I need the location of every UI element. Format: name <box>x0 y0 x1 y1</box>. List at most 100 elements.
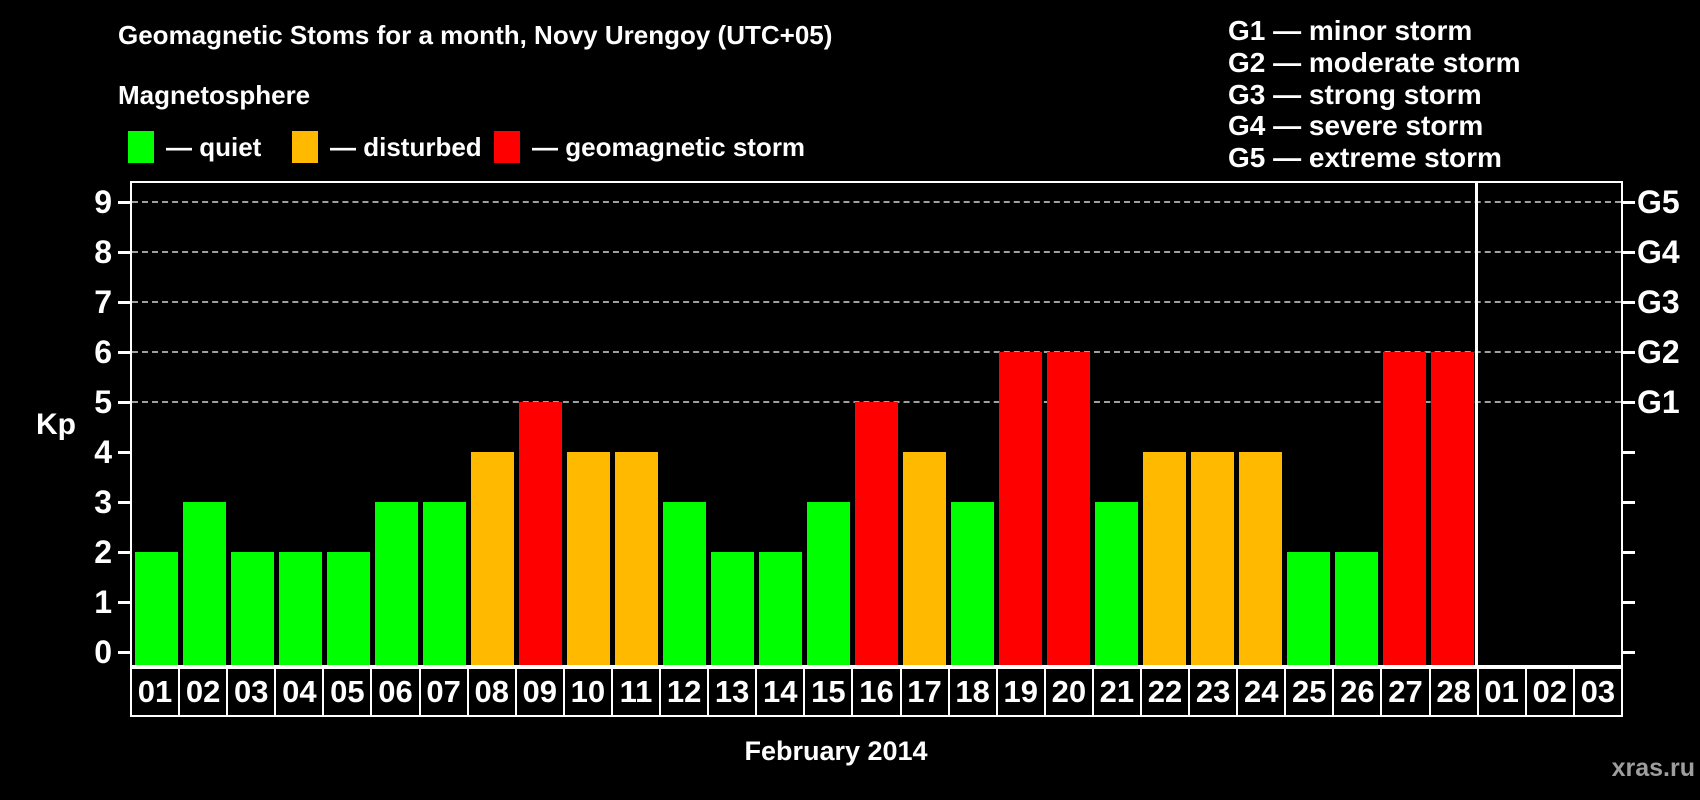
kp-bar-day-05 <box>326 552 370 665</box>
kp-bar-day-09 <box>518 402 562 665</box>
day-cell-feb-01: 01 <box>130 667 181 717</box>
day-cell-feb-17: 17 <box>899 667 950 717</box>
kp-bar-day-02 <box>182 502 226 665</box>
kp-bar-day-14 <box>758 552 802 665</box>
y-axis-tick-right <box>1623 200 1635 204</box>
y-axis-label-7: 7 <box>94 284 112 320</box>
day-cell-mar-02: 02 <box>1524 667 1575 717</box>
y-axis-label-4: 4 <box>94 434 112 470</box>
kp-bar-day-21 <box>1095 502 1139 665</box>
legend-label-disturbed: — disturbed <box>330 131 482 162</box>
y-axis-label-0: 0 <box>94 634 112 670</box>
y-axis-tick-right <box>1623 350 1635 354</box>
legend-heading: Magnetosphere <box>118 80 311 110</box>
day-cell-feb-25: 25 <box>1284 667 1335 717</box>
day-cell-feb-18: 18 <box>947 667 998 717</box>
day-cell-feb-24: 24 <box>1236 667 1287 717</box>
kp-bar-day-08 <box>470 452 514 665</box>
day-cell-feb-04: 04 <box>274 667 325 717</box>
y-axis-tick-left <box>118 350 130 354</box>
y-axis-tick-left <box>118 300 130 304</box>
storm-scale-legend: G1 — minor storm G2 — moderate storm G3 … <box>1228 15 1521 174</box>
quiet-color-swatch <box>128 131 154 163</box>
y-axis-label-9: 9 <box>94 184 112 220</box>
kp-bar-day-13 <box>710 552 754 665</box>
g5-legend-line: G5 — extreme storm <box>1228 142 1502 174</box>
g1-legend-line: G1 — minor storm <box>1228 15 1473 46</box>
kp-bar-day-01 <box>134 552 178 665</box>
day-cell-feb-21: 21 <box>1091 667 1142 717</box>
kp-bar-day-24 <box>1239 452 1283 665</box>
y-axis-tick-left <box>118 550 130 554</box>
day-cell-feb-14: 14 <box>755 667 806 717</box>
chart-title: Geomagnetic Stoms for a month, Novy Uren… <box>118 20 833 50</box>
y-axis-tick-right <box>1623 250 1635 254</box>
y-axis-tick-right <box>1623 450 1635 454</box>
kp-bar-day-11 <box>614 452 658 665</box>
day-cell-mar-03: 03 <box>1572 667 1623 717</box>
kp-bar-day-28 <box>1431 352 1475 665</box>
kp-bar-day-26 <box>1335 552 1379 665</box>
day-cell-feb-22: 22 <box>1139 667 1191 717</box>
g-level-label-G3: G3 <box>1637 284 1680 320</box>
kp-bar-day-22 <box>1143 452 1187 665</box>
day-cell-feb-06: 06 <box>370 667 421 717</box>
kp-bar-day-10 <box>566 452 610 665</box>
y-axis-tick-right <box>1623 550 1635 554</box>
g-level-label-G1: G1 <box>1637 384 1680 420</box>
g2-legend-line: G2 — moderate storm <box>1228 46 1521 78</box>
y-axis-label-5: 5 <box>94 384 112 420</box>
y-axis-tick-left <box>118 250 130 254</box>
y-axis-tick-left <box>118 600 130 604</box>
kp-bar-day-04 <box>278 552 322 665</box>
day-cell-feb-09: 09 <box>514 667 565 717</box>
y-axis-tick-left <box>118 650 130 654</box>
day-cell-feb-10: 10 <box>562 667 613 717</box>
month-separator-line <box>1475 183 1479 665</box>
g-level-label-G4: G4 <box>1637 234 1680 270</box>
kp-bar-day-15 <box>806 502 850 665</box>
legend-label-storm: — geomagnetic storm <box>532 131 806 162</box>
g-level-label-G2: G2 <box>1637 334 1680 370</box>
g3-legend-line: G3 — strong storm <box>1228 78 1482 110</box>
storm-color-swatch <box>494 131 520 163</box>
y-axis-tick-right <box>1623 400 1635 404</box>
kp-bar-day-25 <box>1287 552 1331 665</box>
day-cell-feb-02: 02 <box>178 667 229 717</box>
y-axis-tick-right <box>1623 650 1635 654</box>
legend-label-quiet: — quiet <box>166 131 262 162</box>
y-axis-tick-left <box>118 450 130 454</box>
day-cell-feb-27: 27 <box>1380 667 1431 717</box>
day-cell-feb-11: 11 <box>610 667 662 717</box>
y-axis-label-8: 8 <box>94 234 112 270</box>
y-axis-title: Kp <box>36 408 76 441</box>
y-axis-tick-right <box>1623 600 1635 604</box>
day-cell-feb-16: 16 <box>851 667 902 717</box>
y-axis-label-2: 2 <box>94 534 112 570</box>
y-axis-label-3: 3 <box>94 484 112 520</box>
day-cell-feb-08: 08 <box>466 667 517 717</box>
day-cell-feb-23: 23 <box>1188 667 1239 717</box>
kp-bar-day-19 <box>999 352 1043 665</box>
kp-bar-day-23 <box>1191 452 1235 665</box>
y-axis-tick-right <box>1623 300 1635 304</box>
y-axis-tick-right <box>1623 500 1635 504</box>
kp-bar-day-03 <box>230 552 274 665</box>
legend-item-disturbed: — disturbed <box>292 131 482 163</box>
day-cell-feb-13: 13 <box>707 667 758 717</box>
kp-bar-day-20 <box>1047 352 1091 665</box>
day-cell-feb-03: 03 <box>226 667 277 717</box>
day-cell-feb-19: 19 <box>995 667 1046 717</box>
day-cell-feb-28: 28 <box>1428 667 1479 717</box>
gridline-kp6 <box>132 351 1621 353</box>
x-axis-title: February 2014 <box>744 736 928 766</box>
gridline-kp9 <box>132 201 1621 203</box>
watermark: xras.ru <box>1611 754 1695 782</box>
disturbed-color-swatch <box>292 131 318 163</box>
kp-bar-day-27 <box>1383 352 1427 665</box>
day-cell-feb-07: 07 <box>418 667 469 717</box>
kp-bar-day-12 <box>662 502 706 665</box>
kp-bar-day-18 <box>951 502 995 665</box>
y-axis-tick-left <box>118 400 130 404</box>
